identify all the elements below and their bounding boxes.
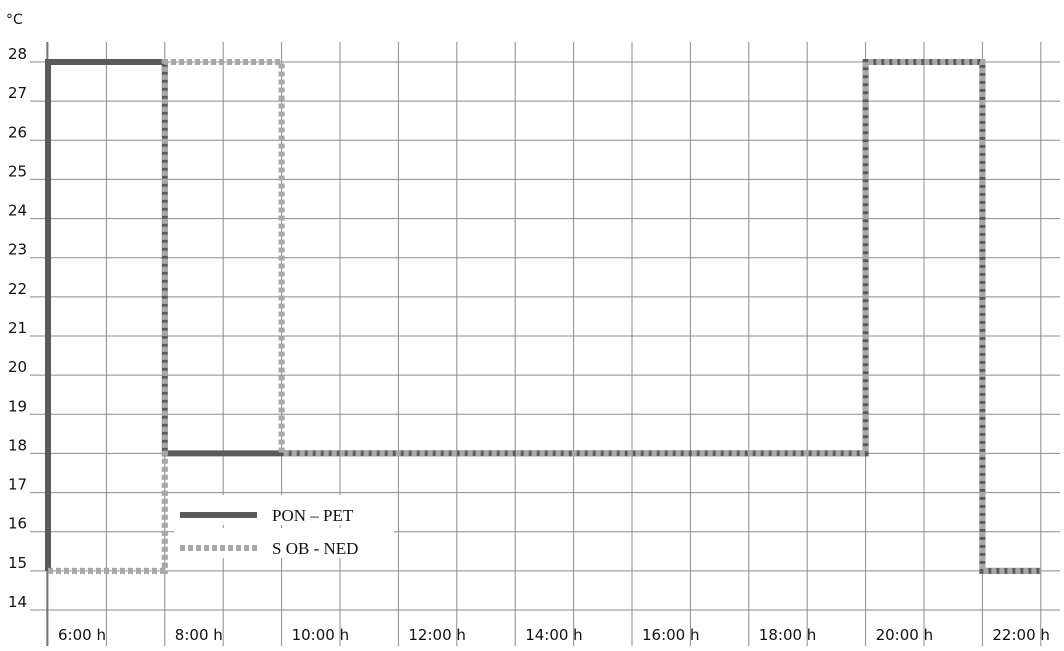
x-tick-label: 18:00 h [759, 626, 817, 644]
x-tick-label: 8:00 h [175, 626, 223, 644]
x-tick-label: 6:00 h [58, 626, 106, 644]
y-tick-label: 26 [8, 123, 27, 141]
legend-label-0: PON – PET [272, 506, 354, 525]
x-tick-label: 20:00 h [876, 626, 934, 644]
x-tick-label: 10:00 h [292, 626, 350, 644]
legend-background [174, 495, 394, 525]
y-tick-label: 21 [8, 319, 27, 337]
series-line-0 [45, 59, 1041, 574]
y-tick-label: 28 [8, 45, 27, 63]
y-tick-label: 20 [8, 358, 27, 376]
y-tick-label: 14 [8, 593, 27, 611]
y-tick-label: 17 [8, 476, 27, 494]
x-tick-label: 14:00 h [525, 626, 583, 644]
y-tick-label: 19 [8, 397, 27, 415]
series-line-1 [48, 59, 1041, 574]
legend-background [174, 528, 394, 558]
y-tick-label: 25 [8, 162, 27, 180]
y-tick-label: 18 [8, 436, 27, 454]
y-tick-label: 16 [8, 515, 27, 533]
series-line-overlay [48, 59, 1041, 574]
y-tick-label: 15 [8, 554, 27, 572]
y-tick-label: 27 [8, 84, 27, 102]
y-axis-unit-label: °C [6, 12, 23, 28]
x-tick-label: 12:00 h [408, 626, 466, 644]
labels: 14 15 16 17 18 19 20 21 22 23 24 25 26 27 28 °C 6:00 h 8:… [6, 12, 1050, 644]
x-tick-label: 22:00 h [992, 626, 1050, 644]
y-tick-label: 22 [8, 280, 27, 298]
legend-label-1: S OB - NED [272, 539, 358, 558]
legend: PON – PET S OB - NED [174, 495, 394, 558]
series [45, 59, 1041, 574]
x-tick-label: 16:00 h [642, 626, 700, 644]
y-tick-label: 23 [8, 241, 27, 259]
y-tick-label: 24 [8, 202, 27, 220]
